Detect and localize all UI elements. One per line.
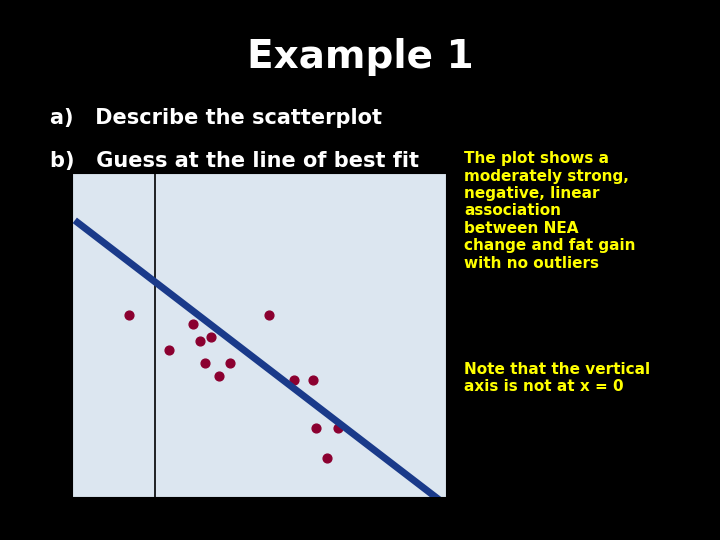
Point: [288, 376, 300, 384]
Point: [263, 311, 274, 320]
Text: b)   Guess at the line of best fit: b) Guess at the line of best fit: [50, 151, 419, 171]
Text: Note that the vertical
axis is not at x = 0: Note that the vertical axis is not at x …: [464, 362, 651, 394]
Text: a)   Describe the scatterplot: a) Describe the scatterplot: [50, 108, 382, 128]
Point: [194, 337, 205, 346]
Text: The plot shows a
moderately strong,
negative, linear
association
between NEA
cha: The plot shows a moderately strong, nega…: [464, 151, 636, 271]
Point: [163, 346, 175, 354]
Point: [310, 423, 322, 432]
Point: [321, 454, 333, 462]
Point: [187, 320, 199, 328]
Text: Example 1: Example 1: [247, 38, 473, 76]
Point: [199, 359, 211, 367]
X-axis label: Nonexercise activity (calories): Nonexercise activity (calories): [154, 525, 364, 539]
Point: [123, 311, 135, 320]
Point: [307, 376, 319, 384]
Point: [333, 423, 344, 432]
Y-axis label: Fat gain (kilograms): Fat gain (kilograms): [35, 265, 49, 404]
Point: [225, 359, 236, 367]
Point: [213, 372, 225, 380]
Point: [205, 333, 217, 341]
